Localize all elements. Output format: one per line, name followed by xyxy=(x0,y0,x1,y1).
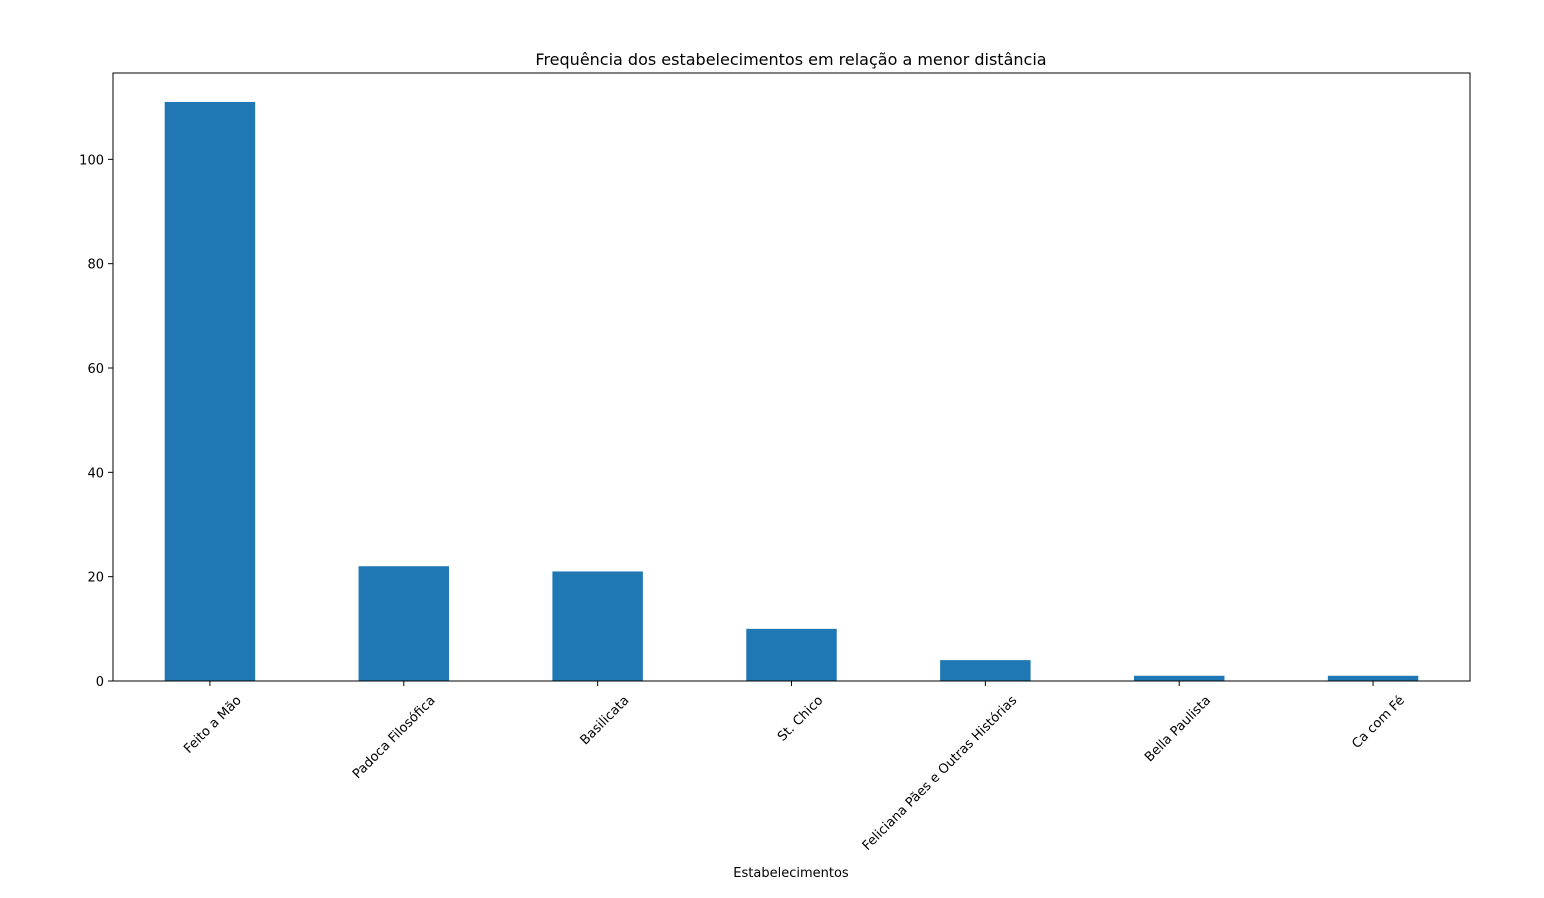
bar-5 xyxy=(1133,675,1225,681)
bar-3 xyxy=(746,628,837,681)
y-tick-label-2: 40 xyxy=(87,466,104,481)
y-tick-label-0: 0 xyxy=(96,675,104,690)
y-axis: 0 20 40 60 80 100 xyxy=(79,153,113,690)
bar-4 xyxy=(940,660,1031,681)
bars-group xyxy=(164,101,1419,681)
bar-0 xyxy=(164,101,256,681)
y-tick-label-5: 100 xyxy=(79,153,104,168)
bar-1 xyxy=(358,566,450,681)
bar-6 xyxy=(1327,675,1419,681)
plot-frame xyxy=(112,72,1471,682)
y-tick-label-4: 80 xyxy=(87,258,104,273)
y-tick-label-1: 20 xyxy=(87,571,104,586)
y-tick-label-3: 60 xyxy=(87,362,104,377)
x-axis-label: Estabelecimentos xyxy=(733,866,849,881)
bar-2 xyxy=(552,571,643,681)
chart-title: Frequência dos estabelecimentos em relaç… xyxy=(535,50,1046,69)
